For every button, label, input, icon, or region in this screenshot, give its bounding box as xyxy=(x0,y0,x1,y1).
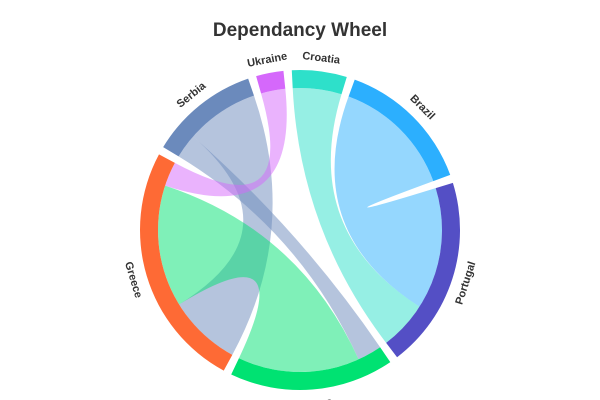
chart-title: Dependancy Wheel xyxy=(212,20,388,41)
node-label-greece: Greece xyxy=(122,260,144,299)
link-serbia-to-cyprus[interactable] xyxy=(178,136,381,360)
node-arc-cyprus[interactable] xyxy=(231,347,391,391)
node-arc-croatia[interactable] xyxy=(291,69,347,95)
node-label-croatia: Croatia xyxy=(302,50,342,67)
node-label-cyprus: Cyprus xyxy=(294,396,333,400)
node-label-portugal: Portugal xyxy=(453,260,478,306)
node-arc-ukraine[interactable] xyxy=(256,70,286,94)
nodes-layer xyxy=(140,69,461,391)
node-arc-brazil[interactable] xyxy=(348,79,451,182)
links-layer xyxy=(158,88,443,373)
node-arc-greece[interactable] xyxy=(140,154,233,371)
node-arc-serbia[interactable] xyxy=(163,78,254,157)
node-label-ukraine: Ukraine xyxy=(246,50,288,69)
link-croatia-to-portugal[interactable] xyxy=(292,88,420,343)
link-brazil-to-portugal[interactable] xyxy=(334,96,443,307)
link-cyprus-to-greece[interactable] xyxy=(158,185,359,373)
link-ukraine-to-greece[interactable] xyxy=(165,88,287,197)
node-arc-portugal[interactable] xyxy=(386,182,461,358)
